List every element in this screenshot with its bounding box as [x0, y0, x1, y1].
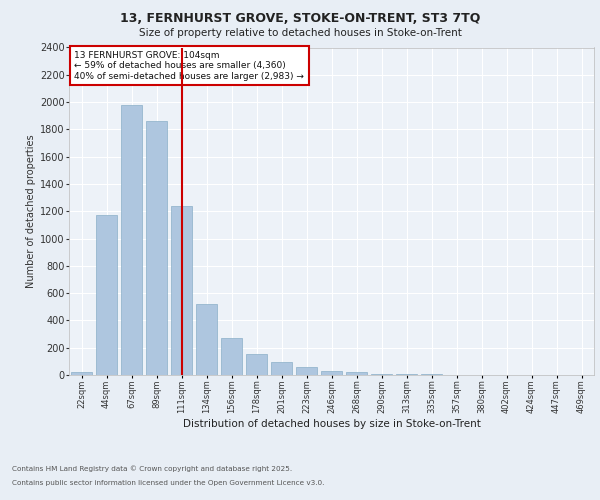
Text: Size of property relative to detached houses in Stoke-on-Trent: Size of property relative to detached ho… — [139, 28, 461, 38]
Bar — [346, 372, 367, 375]
Bar — [421, 374, 442, 375]
Bar — [146, 121, 167, 375]
Bar — [246, 354, 267, 375]
Y-axis label: Number of detached properties: Number of detached properties — [26, 134, 36, 288]
Text: Contains public sector information licensed under the Open Government Licence v3: Contains public sector information licen… — [12, 480, 325, 486]
Text: 13 FERNHURST GROVE: 104sqm
← 59% of detached houses are smaller (4,360)
40% of s: 13 FERNHURST GROVE: 104sqm ← 59% of deta… — [74, 51, 304, 80]
Bar — [196, 304, 217, 375]
Bar — [96, 216, 117, 375]
Text: 13, FERNHURST GROVE, STOKE-ON-TRENT, ST3 7TQ: 13, FERNHURST GROVE, STOKE-ON-TRENT, ST3… — [120, 12, 480, 26]
Bar — [396, 374, 417, 375]
Bar — [296, 368, 317, 375]
Bar — [121, 105, 142, 375]
Bar — [171, 206, 192, 375]
Bar — [371, 374, 392, 375]
Bar — [71, 372, 92, 375]
Bar — [271, 362, 292, 375]
X-axis label: Distribution of detached houses by size in Stoke-on-Trent: Distribution of detached houses by size … — [182, 418, 481, 428]
Bar — [321, 371, 342, 375]
Bar — [221, 338, 242, 375]
Text: Contains HM Land Registry data © Crown copyright and database right 2025.: Contains HM Land Registry data © Crown c… — [12, 466, 292, 472]
